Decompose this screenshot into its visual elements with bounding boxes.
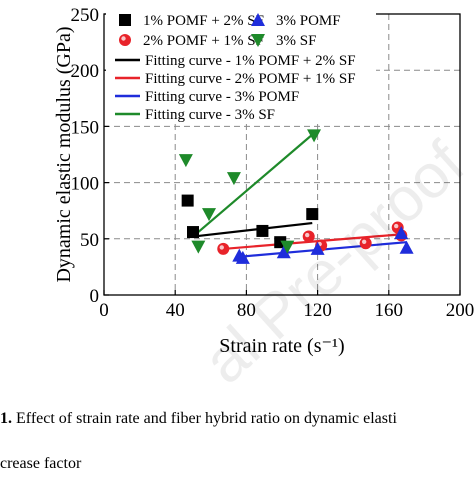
data-point bbox=[276, 245, 291, 259]
data-point bbox=[302, 230, 315, 243]
y-tick-label: 200 bbox=[71, 61, 100, 82]
data-point bbox=[187, 226, 199, 239]
data-point bbox=[399, 240, 414, 254]
legend-label: 3% POMF bbox=[276, 13, 341, 29]
data-point bbox=[394, 226, 409, 240]
data-point bbox=[202, 208, 217, 222]
legend-marker bbox=[119, 34, 131, 46]
y-tick-label: 250 bbox=[71, 5, 100, 26]
legend: 1% POMF + 2% SF 3% POMF 2% POMF + 1% SF 3% … bbox=[106, 6, 376, 124]
data-point bbox=[217, 242, 230, 255]
data-points bbox=[178, 129, 414, 264]
legend-marker bbox=[119, 14, 131, 26]
y-axis-label: Dynamic elastic modulus (GPa) bbox=[53, 26, 75, 282]
fit-line bbox=[223, 233, 402, 251]
figure-caption: 1. Effect of strain rate and fiber hybri… bbox=[0, 410, 397, 428]
y-tick-label: 0 bbox=[90, 286, 100, 307]
data-point bbox=[191, 240, 206, 254]
legend-label: Fitting curve - 3% SF bbox=[145, 107, 275, 123]
data-point bbox=[226, 172, 241, 186]
legend-label: 1% POMF + 2% SF bbox=[143, 13, 264, 29]
x-axis-label: Strain rate (s⁻¹) bbox=[219, 335, 344, 357]
y-tick-label: 50 bbox=[80, 230, 99, 251]
x-tick-label: 0 bbox=[99, 300, 109, 321]
data-point bbox=[280, 240, 295, 254]
fit-line bbox=[192, 221, 313, 238]
data-point bbox=[256, 224, 269, 237]
legend-label: 2% POMF + 1% SF bbox=[143, 33, 264, 49]
fit-lines bbox=[192, 132, 407, 258]
legend-marker bbox=[251, 34, 265, 47]
chart: 0 40 80 120 160 200 0 50 100 150 200 250 1% POMF + … bbox=[53, 5, 474, 357]
data-point bbox=[359, 237, 372, 250]
caption-label: 1. bbox=[0, 410, 12, 427]
x-tick-label: 200 bbox=[446, 300, 474, 321]
legend-label: 3% SF bbox=[276, 33, 316, 49]
data-point bbox=[235, 250, 250, 264]
x-tick-label: 120 bbox=[303, 300, 332, 321]
marker-highlight bbox=[394, 223, 399, 229]
caption-text: Effect of strain rate and fiber hybrid r… bbox=[12, 410, 397, 427]
marker-highlight bbox=[121, 36, 126, 41]
marker-highlight bbox=[219, 245, 224, 250]
x-tick-label: 80 bbox=[237, 300, 256, 321]
data-point bbox=[306, 208, 319, 221]
marker-highlight bbox=[305, 232, 310, 238]
data-point bbox=[310, 241, 325, 255]
x-tick-label: 160 bbox=[375, 300, 404, 321]
x-tick-label: 40 bbox=[166, 300, 185, 321]
legend-label: Fitting curve - 2% POMF + 1% SF bbox=[145, 71, 356, 87]
footer-text: crease factor bbox=[0, 455, 82, 472]
marker-highlight bbox=[361, 239, 367, 244]
legend-label: Fitting curve - 3% POMF bbox=[145, 89, 299, 105]
axis-ticks: 0 40 80 120 160 200 0 50 100 150 200 250 bbox=[71, 5, 474, 321]
y-tick-label: 150 bbox=[71, 117, 100, 138]
y-tick-label: 100 bbox=[71, 174, 100, 195]
data-point bbox=[181, 194, 194, 207]
data-point bbox=[307, 129, 322, 143]
legend-label: Fitting curve - 1% POMF + 2% SF bbox=[145, 53, 356, 69]
legend-background bbox=[106, 6, 376, 124]
legend-marker bbox=[251, 13, 265, 26]
fit-line bbox=[192, 132, 315, 238]
data-point bbox=[178, 154, 193, 168]
